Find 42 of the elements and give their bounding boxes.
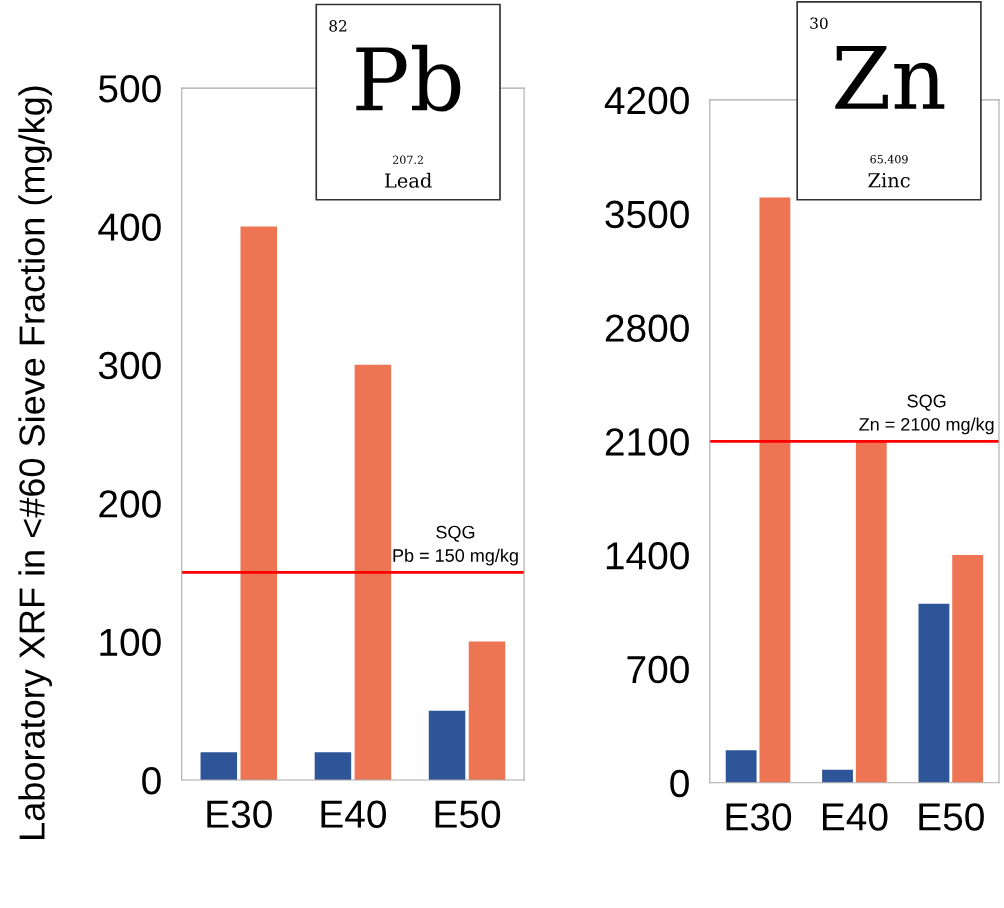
ref-line-label: SQG Pb = 150 mg/kg <box>393 525 518 566</box>
y-tick-label: 100 <box>100 628 161 657</box>
y-tick-label: 4200 <box>604 86 689 115</box>
y-tick-label: 1400 <box>606 542 689 570</box>
annotation: Pb <box>356 44 461 112</box>
x-tick-label: E30 <box>726 803 792 831</box>
bar <box>468 641 506 780</box>
annotation: Zinc <box>868 173 910 188</box>
y-tick-label: 700 <box>627 655 689 684</box>
annotation: Zn <box>835 45 945 109</box>
y-tick-label: 3500 <box>605 200 689 229</box>
text: 30 <box>810 17 828 29</box>
y-tick-label: 400 <box>98 213 161 241</box>
y-tick-label: 0 <box>142 766 161 795</box>
annotation: 207.2 <box>392 155 423 164</box>
annotation: 65.409 <box>870 154 908 164</box>
y-tick-label: 500 <box>98 75 161 103</box>
x-tick-label: E40 <box>321 800 386 828</box>
x-tick-label: E30 <box>207 800 272 828</box>
bar <box>855 441 887 783</box>
bar <box>200 752 238 780</box>
bar <box>725 750 757 783</box>
bar <box>918 603 950 783</box>
ref-line-label: SQG Zn = 2100 mg/kg <box>859 394 994 435</box>
annotation: Lead <box>384 172 432 188</box>
y-tick-label: 0 <box>670 769 689 798</box>
y-tick-label: 2100 <box>605 428 689 456</box>
bar <box>314 752 352 780</box>
bar <box>759 197 791 783</box>
bar <box>952 555 984 783</box>
bar <box>822 769 853 783</box>
x-tick-label: E50 <box>919 803 984 831</box>
bar <box>354 364 392 780</box>
x-tick-label: E40 <box>823 803 888 831</box>
y-axis-title: Laboratory XRF in <#60 Sieve Fraction (mg/kg) <box>18 86 52 839</box>
text: 82 <box>329 20 347 32</box>
y-tick-label: 200 <box>99 490 161 518</box>
bar <box>428 710 466 780</box>
y-tick-label: 300 <box>98 351 161 380</box>
x-tick-label: E50 <box>435 800 501 828</box>
y-tick-label: 2800 <box>605 314 689 342</box>
bar <box>240 226 278 780</box>
